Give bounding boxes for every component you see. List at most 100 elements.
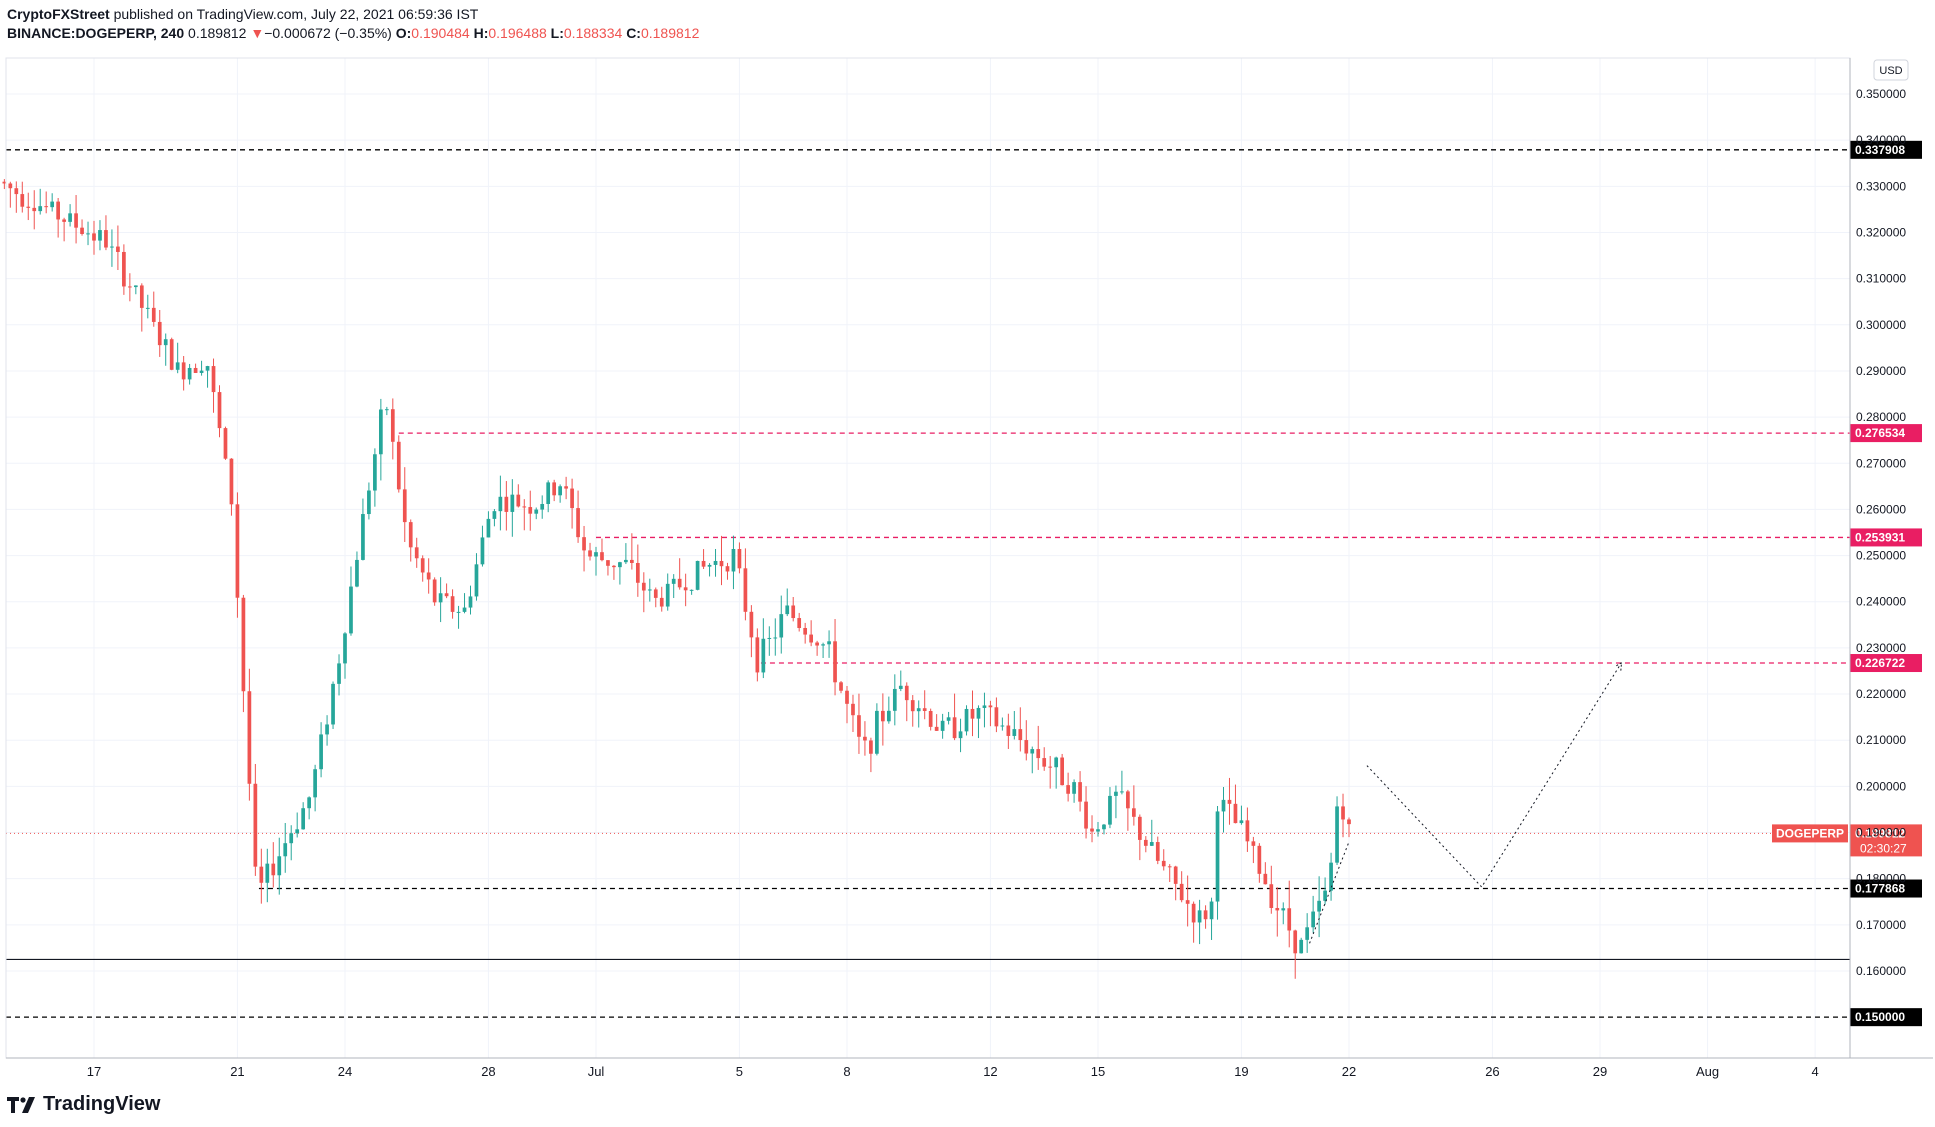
candle-body: [438, 593, 443, 603]
y-tick-label: 0.160000: [1856, 964, 1906, 978]
candle-body: [1179, 883, 1184, 901]
projection-arrowhead: [1614, 661, 1623, 671]
y-tick-label: 0.170000: [1856, 918, 1906, 932]
candle-body: [1024, 740, 1029, 754]
candle-body: [80, 227, 84, 234]
candle-body: [104, 230, 108, 248]
x-tick-label: Aug: [1696, 1064, 1719, 1079]
candle-body: [659, 597, 664, 607]
candle-body: [295, 829, 300, 834]
candle-body: [253, 783, 258, 867]
candle-body: [1161, 860, 1166, 867]
candle-body: [223, 428, 228, 459]
candle-body: [863, 736, 867, 741]
candle-body: [450, 596, 455, 612]
candle-body: [701, 560, 706, 567]
candle-body: [1120, 791, 1124, 793]
level-label: 0.276534: [1855, 426, 1905, 440]
candle-body: [821, 644, 825, 646]
close-label: C:: [626, 25, 641, 41]
currency-badge: [1873, 59, 1909, 81]
candle-body: [1215, 811, 1220, 902]
symbol-tag-box: [1772, 824, 1848, 843]
candle-body: [600, 552, 604, 561]
level-label: 0.150000: [1855, 1010, 1905, 1024]
candle-body: [307, 797, 311, 809]
x-tick-label: 8: [843, 1064, 850, 1079]
candle-body: [767, 637, 772, 639]
candle-body: [952, 717, 957, 739]
candle-body: [74, 213, 78, 228]
candle-body: [92, 233, 96, 241]
candle-body: [940, 720, 945, 731]
candle-body: [892, 688, 897, 711]
level-label: 0.226722: [1855, 656, 1905, 670]
candle-body: [898, 685, 903, 689]
candle-body: [1012, 729, 1017, 736]
candle-body: [576, 508, 580, 538]
x-tick-label: Jul: [588, 1064, 605, 1079]
candle-body: [1114, 791, 1118, 796]
y-tick-label: 0.260000: [1856, 502, 1906, 516]
candle-body: [498, 496, 503, 512]
plot-frame: [5, 57, 1851, 1059]
candle-body: [886, 710, 891, 722]
x-tick-label: 4: [1812, 1064, 1819, 1079]
candle-body: [325, 724, 329, 735]
y-tick-label: 0.210000: [1856, 733, 1906, 747]
candle-body: [319, 734, 323, 770]
candle-body: [456, 611, 461, 613]
x-tick-label: 24: [338, 1064, 352, 1079]
candle-body: [1269, 884, 1274, 908]
y-tick-label: 0.300000: [1856, 318, 1906, 332]
candle-body: [964, 708, 969, 732]
candle-body: [26, 206, 31, 208]
candle-body: [20, 194, 25, 207]
publish-info: CryptoFXStreet published on TradingView.…: [7, 6, 478, 22]
candle-body: [1006, 725, 1011, 736]
symbol-tag: DOGEPERP: [1776, 826, 1844, 840]
candle-body: [402, 489, 407, 523]
candle-body: [2, 181, 7, 184]
candle-body: [958, 731, 963, 739]
candle-body: [271, 863, 276, 876]
candle-body: [916, 708, 921, 712]
candle-body: [361, 514, 365, 560]
candle-body: [205, 366, 210, 371]
candle-body: [815, 642, 819, 646]
y-tick-label: 0.330000: [1856, 179, 1906, 193]
candle-body: [151, 307, 156, 322]
candle-body: [211, 366, 216, 393]
level-label-box: [1850, 654, 1922, 673]
candle-body: [881, 710, 885, 722]
y-tick-label: 0.350000: [1856, 87, 1906, 101]
candle-body: [301, 808, 306, 830]
candle-body: [38, 206, 43, 212]
x-tick-label: 19: [1234, 1064, 1248, 1079]
y-tick-label: 0.180000: [1856, 872, 1906, 886]
candle-body: [737, 548, 742, 569]
candle-body: [809, 634, 813, 643]
candle-body: [181, 362, 186, 380]
candle-body: [1054, 757, 1059, 768]
candle-body: [839, 682, 843, 691]
x-tick-label: 28: [481, 1064, 495, 1079]
candle-body: [1185, 900, 1190, 904]
candle-body: [731, 548, 736, 572]
candle-body: [552, 482, 557, 496]
x-tick-label: 12: [983, 1064, 997, 1079]
candle-body: [1239, 820, 1244, 824]
candle-body: [671, 578, 676, 584]
low-value: 0.188334: [563, 25, 623, 41]
candle-body: [630, 559, 634, 563]
candle-body: [1096, 829, 1100, 832]
candle-body: [474, 564, 479, 597]
candle-body: [1137, 816, 1142, 840]
candle-body: [833, 641, 837, 683]
y-tick-label: 0.320000: [1856, 225, 1906, 239]
candle-body: [851, 703, 855, 716]
x-tick-label: 22: [1342, 1064, 1356, 1079]
candle-body: [408, 522, 413, 548]
candle-body: [1000, 725, 1005, 727]
